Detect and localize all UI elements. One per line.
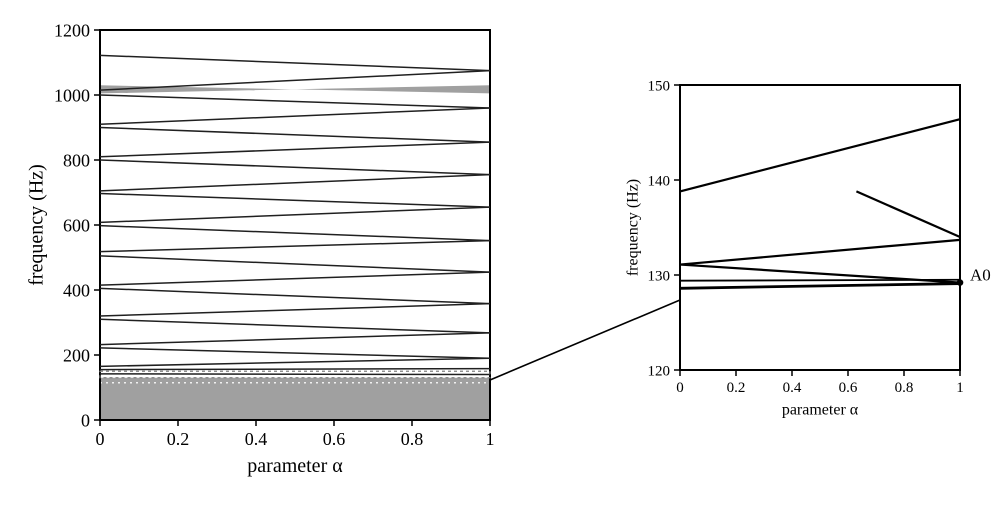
- zoom-connector: [0, 0, 1000, 513]
- connector-line: [490, 300, 680, 380]
- figure-container: { "left_chart": { "type": "line", "pos":…: [0, 0, 1000, 513]
